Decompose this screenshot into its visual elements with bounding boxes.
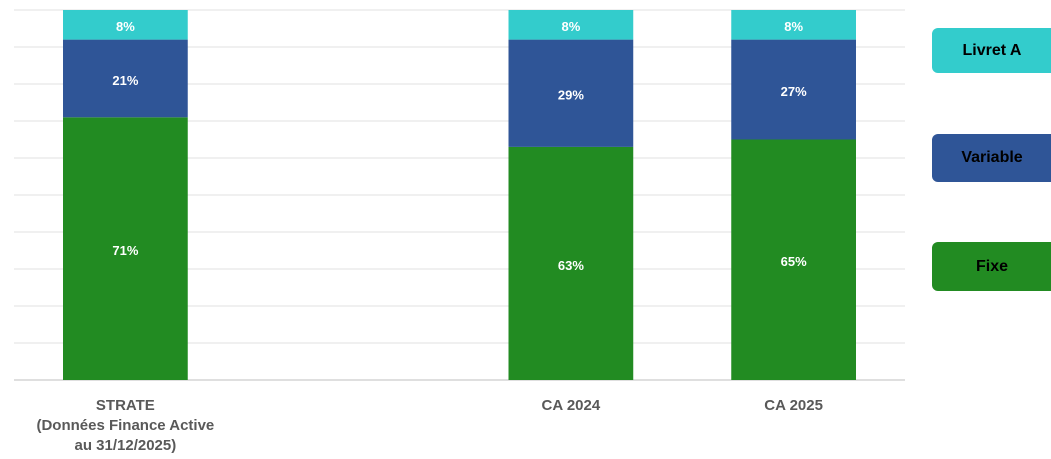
legend-entry: Variable (932, 134, 1051, 182)
x-tick-label: STRATE (Données Finance Active au 31/12/… (36, 397, 215, 454)
legend-entry: Fixe (932, 242, 1051, 291)
bar-segment (63, 10, 188, 40)
bar-segment (731, 139, 856, 380)
value-label: 21% (112, 73, 138, 88)
value-label: 29% (558, 88, 584, 103)
value-label: 27% (781, 84, 807, 99)
x-tick-label: CA 2024 (541, 397, 601, 414)
value-label: 63% (558, 258, 584, 273)
bar-segment (731, 39, 856, 140)
bar-segment (731, 10, 856, 40)
legend-entry: Livret A (932, 28, 1051, 73)
value-label: 8% (116, 19, 135, 34)
value-label: 8% (561, 19, 580, 34)
value-label: 65% (781, 254, 807, 269)
x-tick-label: CA 2025 (764, 397, 823, 414)
value-label: 8% (784, 19, 803, 34)
bar-segment (508, 10, 634, 40)
value-label: 71% (112, 243, 138, 258)
bar-segment (63, 39, 188, 118)
bar-segment (508, 39, 634, 147)
bar-segment (63, 117, 188, 381)
bar-segment (508, 146, 634, 380)
